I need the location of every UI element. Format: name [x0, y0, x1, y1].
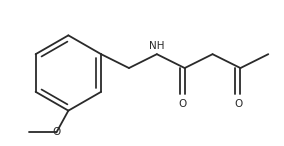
Text: O: O — [179, 99, 187, 109]
Text: O: O — [234, 99, 243, 109]
Text: O: O — [52, 127, 60, 137]
Text: NH: NH — [149, 41, 165, 51]
